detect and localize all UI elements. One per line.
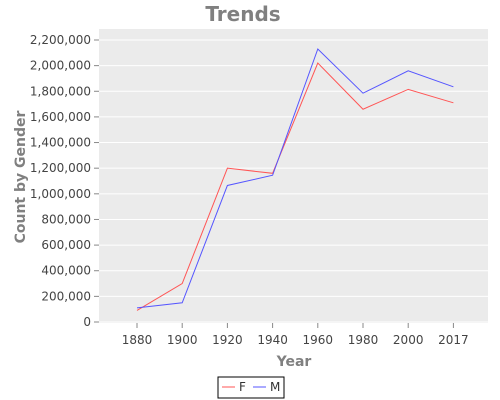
legend-label-f: F <box>239 380 246 394</box>
y-tick-label: 1,000,000 <box>30 187 91 201</box>
x-tick-label: 1960 <box>303 333 334 347</box>
y-axis-title: Count by Gender <box>13 111 29 244</box>
x-tick-label: 1980 <box>348 333 379 347</box>
x-tick-label: 1940 <box>257 333 288 347</box>
y-tick-label: 2,000,000 <box>30 59 91 73</box>
chart-title: Trends <box>205 2 280 26</box>
plot-area <box>99 29 488 323</box>
series-line-f <box>136 62 454 311</box>
y-tick-label: 1,200,000 <box>30 161 91 175</box>
x-tick-label: 1880 <box>122 333 153 347</box>
y-tick-label: 0 <box>83 315 91 329</box>
legend-label-m: M <box>270 380 280 394</box>
y-tick-label: 1,600,000 <box>30 110 91 124</box>
series-lines <box>136 48 454 311</box>
y-tick-label: 200,000 <box>41 289 91 303</box>
series-line-m <box>136 48 454 309</box>
x-tick-label: 1900 <box>167 333 198 347</box>
legend-box <box>217 376 285 399</box>
y-tick-label: 400,000 <box>41 264 91 278</box>
y-axis: 0 200,000 400,000 600,000 800,000 1,000,000 1,… <box>30 33 99 329</box>
y-tick-label: 1,800,000 <box>30 84 91 98</box>
x-axis: 1880 1900 1920 1940 1960 1980 2000 2017 <box>122 323 469 347</box>
x-tick-label: 2000 <box>393 333 424 347</box>
x-tick-label: 1920 <box>212 333 243 347</box>
y-tick-label: 800,000 <box>41 212 91 226</box>
x-axis-title: Year <box>276 354 312 370</box>
x-tick-label: 2017 <box>438 333 469 347</box>
y-tick-label: 600,000 <box>41 238 91 252</box>
y-tick-label: 2,200,000 <box>30 33 91 47</box>
y-tick-label: 1,400,000 <box>30 136 91 150</box>
